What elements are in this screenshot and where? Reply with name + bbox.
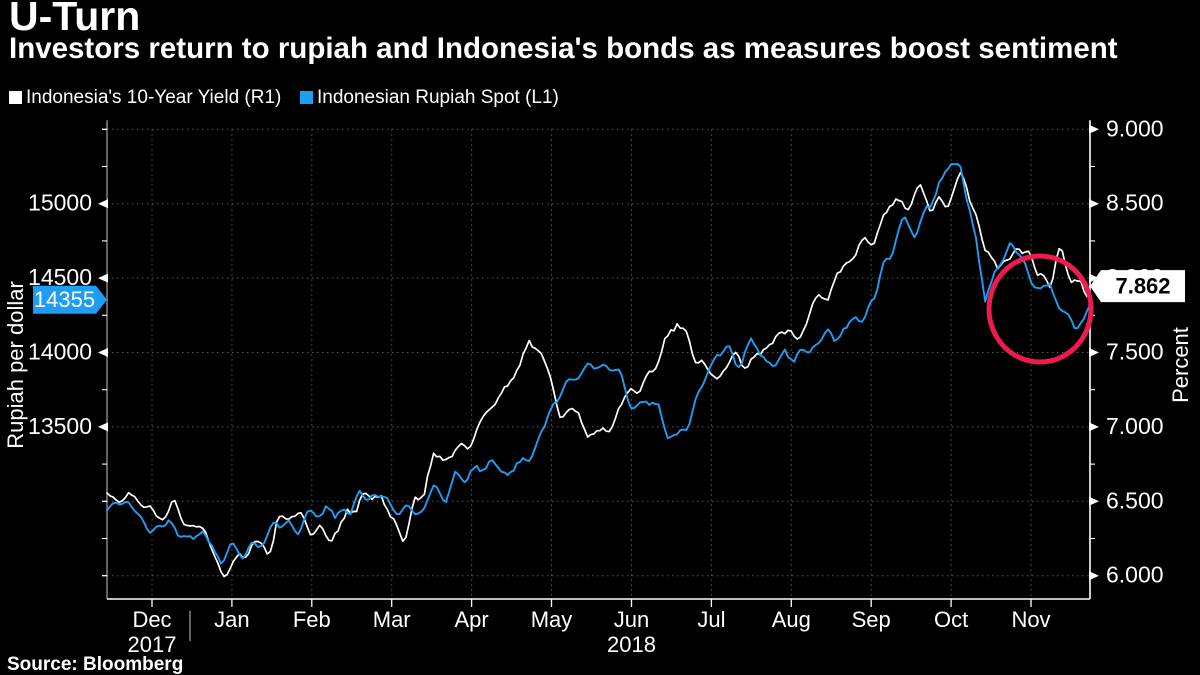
svg-text:6.500: 6.500 xyxy=(1106,487,1164,513)
svg-text:8.500: 8.500 xyxy=(1106,190,1164,216)
svg-text:Apr: Apr xyxy=(454,607,488,632)
svg-text:13500: 13500 xyxy=(28,413,92,439)
svg-text:Nov: Nov xyxy=(1011,607,1050,632)
svg-text:15000: 15000 xyxy=(28,190,92,216)
svg-text:Indonesia's 10-Year Yield (R1): Indonesia's 10-Year Yield (R1) xyxy=(26,87,281,108)
svg-text:Aug: Aug xyxy=(772,607,811,632)
svg-text:7.862: 7.862 xyxy=(1115,274,1170,299)
svg-text:14355: 14355 xyxy=(34,287,95,312)
svg-text:7.000: 7.000 xyxy=(1106,413,1164,439)
svg-text:Jul: Jul xyxy=(697,607,725,632)
svg-text:Mar: Mar xyxy=(373,607,411,632)
svg-text:2018: 2018 xyxy=(607,632,656,657)
svg-text:May: May xyxy=(531,607,573,632)
svg-text:Sep: Sep xyxy=(852,607,891,632)
svg-text:7.500: 7.500 xyxy=(1106,339,1164,365)
svg-text:6.000: 6.000 xyxy=(1106,562,1164,588)
svg-text:Indonesian Rupiah Spot (L1): Indonesian Rupiah Spot (L1) xyxy=(317,87,559,108)
svg-text:Oct: Oct xyxy=(934,607,968,632)
svg-text:Jun: Jun xyxy=(614,607,649,632)
svg-text:Feb: Feb xyxy=(293,607,331,632)
svg-text:Source: Bloomberg: Source: Bloomberg xyxy=(7,654,183,675)
svg-text:Percent: Percent xyxy=(1168,327,1193,403)
svg-text:Rupiah per dollar: Rupiah per dollar xyxy=(3,281,28,449)
svg-text:Dec: Dec xyxy=(132,607,171,632)
svg-text:9.000: 9.000 xyxy=(1106,115,1164,141)
svg-text:Jan: Jan xyxy=(214,607,249,632)
svg-text:Investors return to rupiah and: Investors return to rupiah and Indonesia… xyxy=(9,32,1118,65)
svg-text:14000: 14000 xyxy=(28,339,92,365)
